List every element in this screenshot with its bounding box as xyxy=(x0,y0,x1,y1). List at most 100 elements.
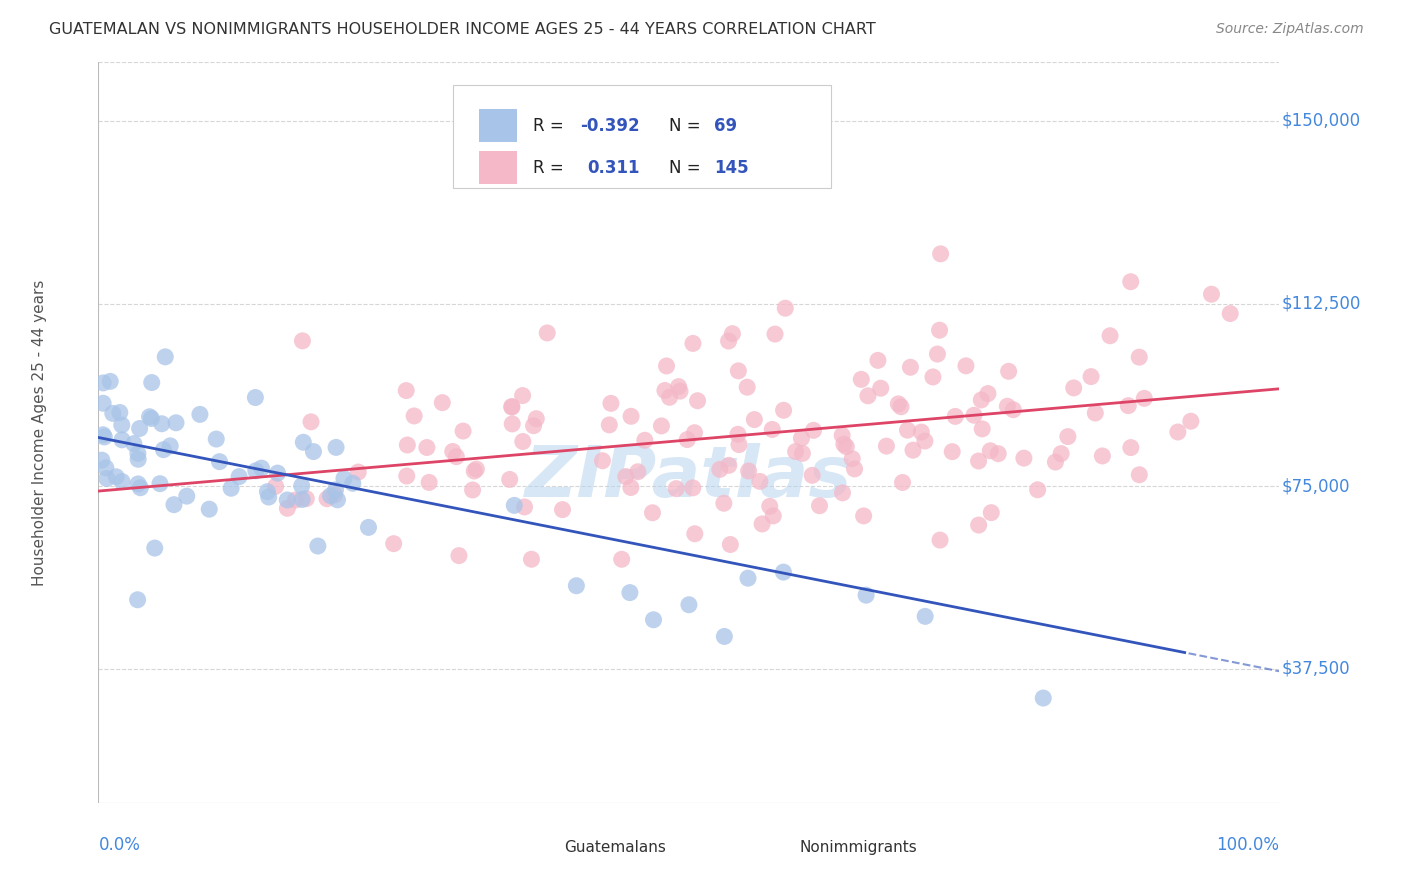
Point xyxy=(713,629,735,643)
Point xyxy=(291,334,314,348)
Point xyxy=(801,468,824,483)
Text: Guatemalans: Guatemalans xyxy=(564,839,665,855)
Point xyxy=(967,454,990,468)
Point xyxy=(927,347,949,361)
Point xyxy=(1098,328,1121,343)
Point xyxy=(713,496,735,510)
Point xyxy=(1002,402,1025,417)
Point xyxy=(111,433,134,447)
Text: GUATEMALAN VS NONIMMIGRANTS HOUSEHOLDER INCOME AGES 25 - 44 YEARS CORRELATION CH: GUATEMALAN VS NONIMMIGRANTS HOUSEHOLDER … xyxy=(49,22,876,37)
Text: -0.392: -0.392 xyxy=(581,117,640,135)
Point xyxy=(650,418,672,433)
Point xyxy=(721,326,744,341)
Point xyxy=(382,536,405,550)
Bar xyxy=(478,151,516,185)
Point xyxy=(727,427,749,442)
Point xyxy=(143,541,166,555)
Point xyxy=(852,508,875,523)
Point xyxy=(627,465,650,479)
Point xyxy=(1128,350,1150,364)
Point xyxy=(995,399,1018,413)
Point xyxy=(762,508,785,523)
Point xyxy=(127,477,149,491)
Point xyxy=(150,417,173,431)
Point xyxy=(257,490,280,504)
Point xyxy=(641,506,664,520)
Point xyxy=(188,408,211,422)
Point xyxy=(155,350,177,364)
Point xyxy=(276,501,298,516)
Point xyxy=(127,592,149,607)
Point xyxy=(869,381,891,395)
Point xyxy=(522,418,544,433)
Point xyxy=(105,469,128,483)
Point xyxy=(219,481,242,495)
Point xyxy=(90,453,112,467)
Bar xyxy=(478,109,516,143)
Point xyxy=(91,376,114,390)
Point xyxy=(416,441,439,455)
Point xyxy=(1045,455,1067,469)
Point xyxy=(832,437,855,451)
Point xyxy=(325,441,347,455)
Text: Source: ZipAtlas.com: Source: ZipAtlas.com xyxy=(1216,22,1364,37)
Point xyxy=(654,384,676,398)
Point xyxy=(512,388,534,402)
Point xyxy=(292,435,315,450)
Text: $112,500: $112,500 xyxy=(1282,294,1361,312)
Text: N =: N = xyxy=(669,159,706,177)
Point xyxy=(513,500,536,514)
Point xyxy=(941,444,963,458)
Point xyxy=(792,446,814,460)
Point xyxy=(111,475,134,489)
Point xyxy=(835,440,858,454)
Point xyxy=(668,379,690,393)
Point xyxy=(841,451,863,466)
Point xyxy=(108,405,131,419)
Point xyxy=(333,471,356,485)
Point xyxy=(451,424,474,438)
Point xyxy=(1063,381,1085,395)
Point xyxy=(979,443,1001,458)
Bar xyxy=(523,837,557,857)
Text: $75,000: $75,000 xyxy=(1282,477,1350,495)
Point xyxy=(319,489,342,503)
Point xyxy=(676,433,699,447)
Point xyxy=(751,516,773,531)
Point xyxy=(735,380,758,394)
Point xyxy=(245,464,267,478)
Point xyxy=(295,491,318,506)
Point xyxy=(683,526,706,541)
Point xyxy=(291,479,314,493)
Point xyxy=(600,396,623,410)
Point xyxy=(536,326,558,340)
Text: $150,000: $150,000 xyxy=(1282,112,1361,130)
Point xyxy=(127,446,149,460)
Point xyxy=(717,458,740,473)
Point xyxy=(775,301,797,316)
Point xyxy=(205,432,228,446)
Point xyxy=(914,434,936,448)
Point xyxy=(96,471,118,485)
Point xyxy=(728,437,751,451)
Point xyxy=(396,438,419,452)
Point xyxy=(896,423,918,437)
Point xyxy=(620,409,643,424)
Point xyxy=(910,425,932,439)
Point xyxy=(91,396,114,410)
Point xyxy=(929,533,952,547)
Point xyxy=(643,613,665,627)
Point xyxy=(737,571,759,585)
Point xyxy=(785,444,807,458)
Point xyxy=(655,359,678,373)
Point xyxy=(748,475,770,489)
Point xyxy=(208,455,231,469)
Text: 0.0%: 0.0% xyxy=(98,836,141,855)
Point xyxy=(302,444,325,458)
Point xyxy=(501,417,523,431)
Point xyxy=(326,492,349,507)
Point xyxy=(987,447,1010,461)
Point xyxy=(299,415,322,429)
Point xyxy=(718,537,741,551)
Point xyxy=(446,450,468,464)
